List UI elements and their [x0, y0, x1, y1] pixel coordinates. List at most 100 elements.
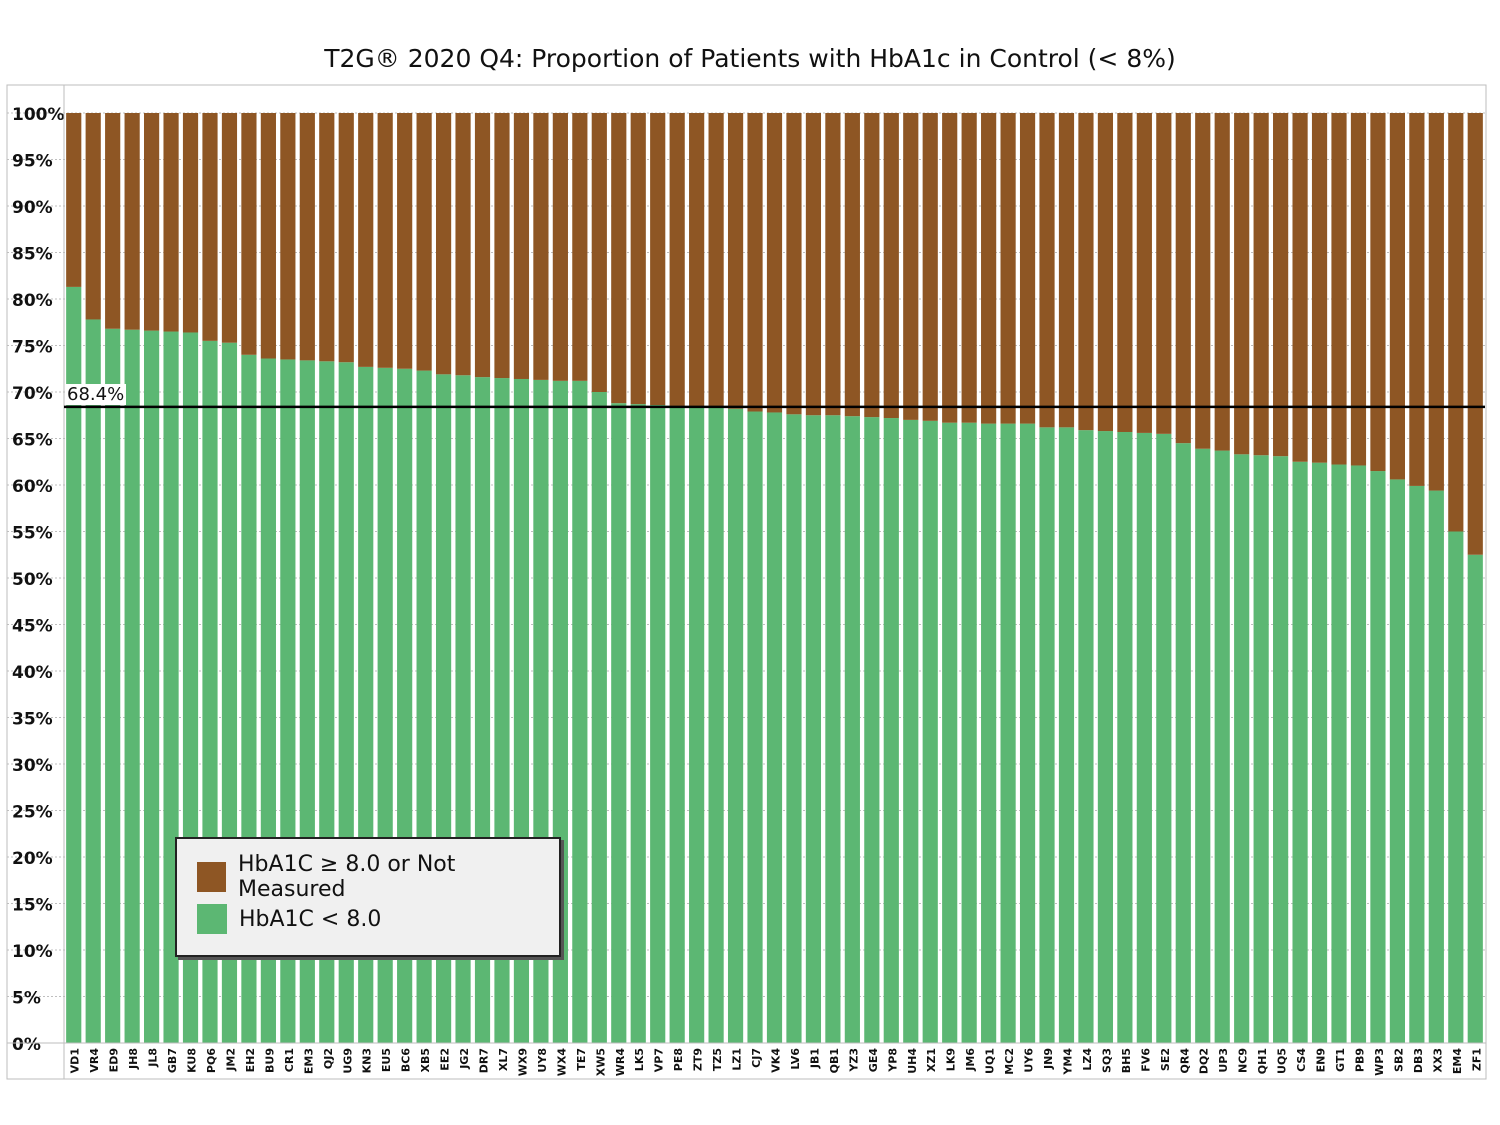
bar-above-cs4	[1292, 113, 1308, 462]
bar-above-nc9	[1234, 113, 1250, 455]
bar-above-wr4	[611, 113, 627, 404]
y-tick-label: 30%	[12, 756, 53, 776]
bar-above-ge4	[864, 113, 880, 418]
x-tick-label: ZF1	[1470, 1048, 1483, 1071]
x-axis: VD1 VR4 ED9 JH8 JL8 GB7 KU8 PQ6 JM2 EH2 BU9 CR1 EM3 Q…	[69, 1048, 1484, 1077]
x-tick-label: XL7	[497, 1048, 510, 1071]
bar-below-pe8	[669, 405, 685, 1043]
bar-above-up3	[1214, 113, 1230, 451]
bar-below-uq1	[981, 423, 997, 1043]
bar-above-vd1	[66, 113, 82, 287]
bar-above-lv6	[786, 113, 802, 415]
bar-below-cj7	[747, 411, 763, 1043]
bar-above-jn9	[1039, 113, 1055, 428]
x-tick-label: NC9	[1237, 1048, 1250, 1073]
bar-above-pq6	[202, 113, 218, 341]
legend-item-below: HbA1C < 8.0	[197, 903, 381, 935]
x-tick-label: UQ1	[984, 1048, 997, 1074]
x-tick-label: GE4	[867, 1048, 880, 1073]
x-tick-label: EH2	[244, 1048, 257, 1072]
x-tick-label: UH4	[906, 1048, 919, 1074]
x-tick-label: WX9	[516, 1048, 529, 1076]
bar-below-lv6	[786, 414, 802, 1043]
bar-below-wp3	[1370, 471, 1386, 1043]
bar-above-tz5	[708, 113, 724, 408]
bar-below-fv6	[1136, 432, 1152, 1043]
x-tick-label: GT1	[1334, 1048, 1347, 1072]
bar-above-vr4	[85, 113, 101, 320]
bar-above-em3	[299, 113, 315, 361]
bar-below-sq3	[1097, 431, 1114, 1043]
y-tick-label: 90%	[12, 198, 53, 218]
bar-above-xl7	[494, 113, 510, 379]
bar-above-vk4	[766, 113, 783, 413]
bars	[66, 113, 1483, 1044]
x-tick-label: WR4	[614, 1048, 627, 1077]
x-tick-label: ZT9	[692, 1048, 705, 1071]
x-tick-label: UQ5	[1276, 1048, 1289, 1074]
bar-below-vp7	[650, 405, 666, 1043]
bar-above-jm2	[221, 113, 238, 343]
x-tick-label: BC6	[400, 1048, 413, 1072]
y-tick-label: 0%	[12, 1035, 41, 1055]
bar-above-jg2	[455, 113, 471, 376]
x-tick-label: BH5	[1120, 1048, 1133, 1073]
bar-above-zf1	[1467, 113, 1483, 555]
y-tick-label: 15%	[12, 896, 53, 916]
bar-below-jb1	[805, 415, 822, 1043]
bar-above-lz1	[727, 113, 744, 409]
bar-above-lz4	[1078, 113, 1094, 431]
bar-above-wx4	[552, 113, 568, 381]
bar-below-uy6	[1019, 423, 1036, 1043]
bar-above-uq1	[981, 113, 997, 424]
bar-below-jn9	[1039, 427, 1055, 1044]
legend-swatch-above	[197, 862, 227, 892]
legend: HbA1C ≥ 8.0 or Not Measured HbA1C < 8.0	[175, 837, 561, 957]
bar-above-mc2	[1000, 113, 1016, 424]
bar-above-eu5	[377, 113, 393, 368]
x-tick-label: JH8	[127, 1048, 140, 1070]
bar-above-ee2	[435, 113, 452, 375]
y-tick-label: 25%	[12, 803, 53, 823]
x-tick-label: ED9	[108, 1048, 121, 1072]
x-tick-label: EN9	[1315, 1048, 1328, 1072]
bar-above-xx3	[1428, 113, 1444, 491]
x-tick-label: EU5	[380, 1048, 393, 1072]
x-tick-label: JM6	[964, 1048, 977, 1072]
bar-above-lk5	[630, 113, 646, 405]
x-tick-label: JB1	[808, 1048, 821, 1069]
x-tick-label: QJ2	[322, 1048, 335, 1069]
bar-below-se2	[1156, 433, 1172, 1044]
x-tick-label: MC2	[1003, 1048, 1016, 1075]
bar-above-em4	[1448, 113, 1464, 532]
bar-below-en9	[1311, 462, 1328, 1043]
bar-above-wx9	[513, 113, 530, 379]
bar-above-en9	[1311, 113, 1328, 463]
x-tick-label: JL8	[147, 1048, 160, 1068]
x-tick-label: TE7	[575, 1048, 588, 1071]
y-tick-label: 60%	[12, 477, 53, 497]
bar-below-up3	[1214, 450, 1230, 1044]
bar-below-wr4	[611, 403, 627, 1043]
x-tick-label: SB2	[1392, 1048, 1405, 1072]
bar-above-cj7	[747, 113, 763, 412]
x-tick-label: EM3	[302, 1048, 315, 1074]
bar-below-vk4	[766, 412, 783, 1044]
bar-above-uq5	[1273, 113, 1289, 457]
bar-below-lz4	[1078, 430, 1094, 1043]
x-tick-label: JN9	[1042, 1048, 1055, 1070]
bar-above-uh4	[903, 113, 919, 420]
bar-below-lk5	[630, 404, 646, 1044]
x-tick-label: VR4	[88, 1048, 101, 1073]
x-tick-label: KU8	[186, 1048, 199, 1073]
bar-below-nc9	[1234, 454, 1250, 1043]
x-tick-label: LZ1	[731, 1048, 744, 1071]
y-tick-label: 5%	[12, 989, 41, 1009]
bar-above-vp7	[650, 113, 666, 406]
bar-above-zt9	[689, 113, 705, 407]
bar-above-ku8	[182, 113, 199, 333]
x-tick-label: BU9	[263, 1048, 276, 1073]
bar-below-uh4	[903, 419, 919, 1043]
bar-below-zt9	[689, 406, 705, 1043]
bar-above-dq2	[1195, 113, 1211, 449]
